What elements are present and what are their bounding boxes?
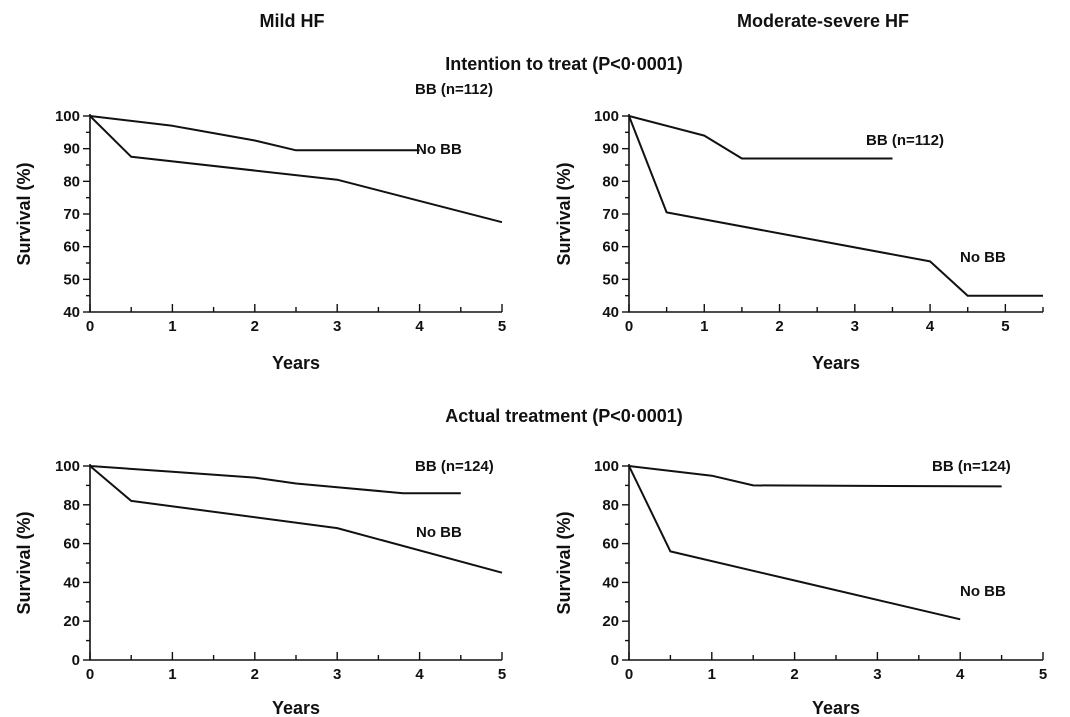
y-tick-label: 80: [602, 497, 619, 514]
series-line-bb: [628, 115, 893, 160]
y-tick-label: 80: [63, 497, 80, 514]
series-line-bb: [89, 465, 461, 495]
y-axis-label: Survival (%): [554, 511, 574, 614]
y-tick-label: 100: [55, 458, 80, 475]
panel-moderate-intention: 40 50 60 70 80 90 100 0 1 2 3 4 5 Years Survival (%) BB…: [554, 108, 1044, 373]
x-tick-label: 4: [956, 666, 965, 683]
series-label-no-bb: No BB: [416, 141, 462, 158]
y-axis-label: Survival (%): [14, 511, 34, 614]
y-tick-label: 0: [72, 652, 80, 669]
y-tick-label: 60: [602, 239, 619, 256]
y-tick-label: 50: [602, 271, 619, 288]
y-tick-label: 100: [594, 108, 619, 125]
series-line-no-bb: [628, 465, 961, 621]
x-axis-label: Years: [812, 353, 860, 373]
axis-lines: [628, 114, 1043, 313]
y-tick-label: 80: [63, 173, 80, 190]
y-tick-label: 90: [63, 141, 80, 158]
x-tick-label: 3: [873, 666, 881, 683]
y-tick-label: 20: [602, 613, 619, 630]
x-tick-label: 4: [415, 666, 424, 683]
series-line-no-bb: [628, 115, 1043, 297]
column-title-mild-hf: Mild HF: [260, 11, 325, 31]
axis-lines: [628, 464, 1043, 661]
x-axis-label: Years: [272, 698, 320, 717]
section-title-actual-treatment: Actual treatment (P<0·0001): [445, 406, 683, 426]
y-tick-label: 60: [63, 239, 80, 256]
panel-mild-intention: 40 50 60 70 80 90 100 0 1 2 3 4 5 Years Survival (%) BB…: [14, 81, 506, 373]
series-line-bb: [89, 115, 420, 152]
y-tick-label: 50: [63, 271, 80, 288]
x-tick-label: 0: [86, 666, 94, 683]
series-line-bb: [628, 465, 1002, 488]
x-tick-label: 1: [168, 666, 176, 683]
y-tick-label: 60: [63, 536, 80, 553]
panel-moderate-actual: 0 20 40 60 80 100 0 1 2 3 4 5 Years Survival (%) BB (n…: [554, 458, 1047, 717]
x-tick-label: 4: [926, 318, 935, 335]
x-tick-label: 2: [790, 666, 798, 683]
x-axis-label: Years: [812, 698, 860, 717]
series-label-bb: BB (n=112): [866, 132, 944, 149]
y-axis-label: Survival (%): [14, 162, 34, 265]
x-tick-label: 5: [498, 318, 506, 335]
x-tick-label: 2: [775, 318, 783, 335]
x-tick-label: 5: [1039, 666, 1047, 683]
series-label-no-bb: No BB: [960, 583, 1006, 600]
series-label-bb: BB (n=112): [415, 81, 493, 98]
x-tick-label: 0: [86, 318, 94, 335]
x-tick-label: 2: [251, 666, 259, 683]
y-tick-label: 20: [63, 613, 80, 630]
section-title-intention-to-treat: Intention to treat (P<0·0001): [445, 54, 683, 74]
series-label-bb: BB (n=124): [932, 458, 1011, 475]
x-tick-label: 5: [1001, 318, 1009, 335]
x-tick-label: 1: [708, 666, 716, 683]
x-tick-label: 0: [625, 318, 633, 335]
y-tick-label: 80: [602, 173, 619, 190]
series-label-no-bb: No BB: [960, 249, 1006, 266]
y-tick-label: 90: [602, 141, 619, 158]
x-axis-label: Years: [272, 353, 320, 373]
y-tick-label: 100: [55, 108, 80, 125]
y-tick-label: 40: [602, 304, 619, 321]
x-tick-label: 3: [333, 318, 341, 335]
y-axis-label: Survival (%): [554, 162, 574, 265]
series-label-no-bb: No BB: [416, 524, 462, 541]
column-title-moderate-severe-hf: Moderate-severe HF: [737, 11, 909, 31]
y-tick-label: 60: [602, 536, 619, 553]
x-tick-label: 5: [498, 666, 506, 683]
x-tick-label: 2: [251, 318, 259, 335]
panel-mild-actual: 0 20 40 60 80 100 0 1 2 3 4 5 Years Survival (%) BB (n…: [14, 458, 506, 717]
y-tick-label: 40: [63, 304, 80, 321]
y-tick-label: 70: [602, 206, 619, 223]
x-tick-label: 1: [168, 318, 176, 335]
y-tick-label: 40: [602, 574, 619, 591]
y-tick-label: 100: [594, 458, 619, 475]
y-tick-label: 40: [63, 574, 80, 591]
x-tick-label: 3: [333, 666, 341, 683]
x-tick-label: 3: [851, 318, 859, 335]
y-tick-label: 70: [63, 206, 80, 223]
y-tick-label: 0: [611, 652, 619, 669]
x-tick-label: 4: [415, 318, 424, 335]
x-tick-label: 1: [700, 318, 708, 335]
series-line-no-bb: [89, 115, 503, 224]
series-line-no-bb: [89, 465, 503, 574]
x-tick-label: 0: [625, 666, 633, 683]
series-label-bb: BB (n=124): [415, 458, 494, 475]
